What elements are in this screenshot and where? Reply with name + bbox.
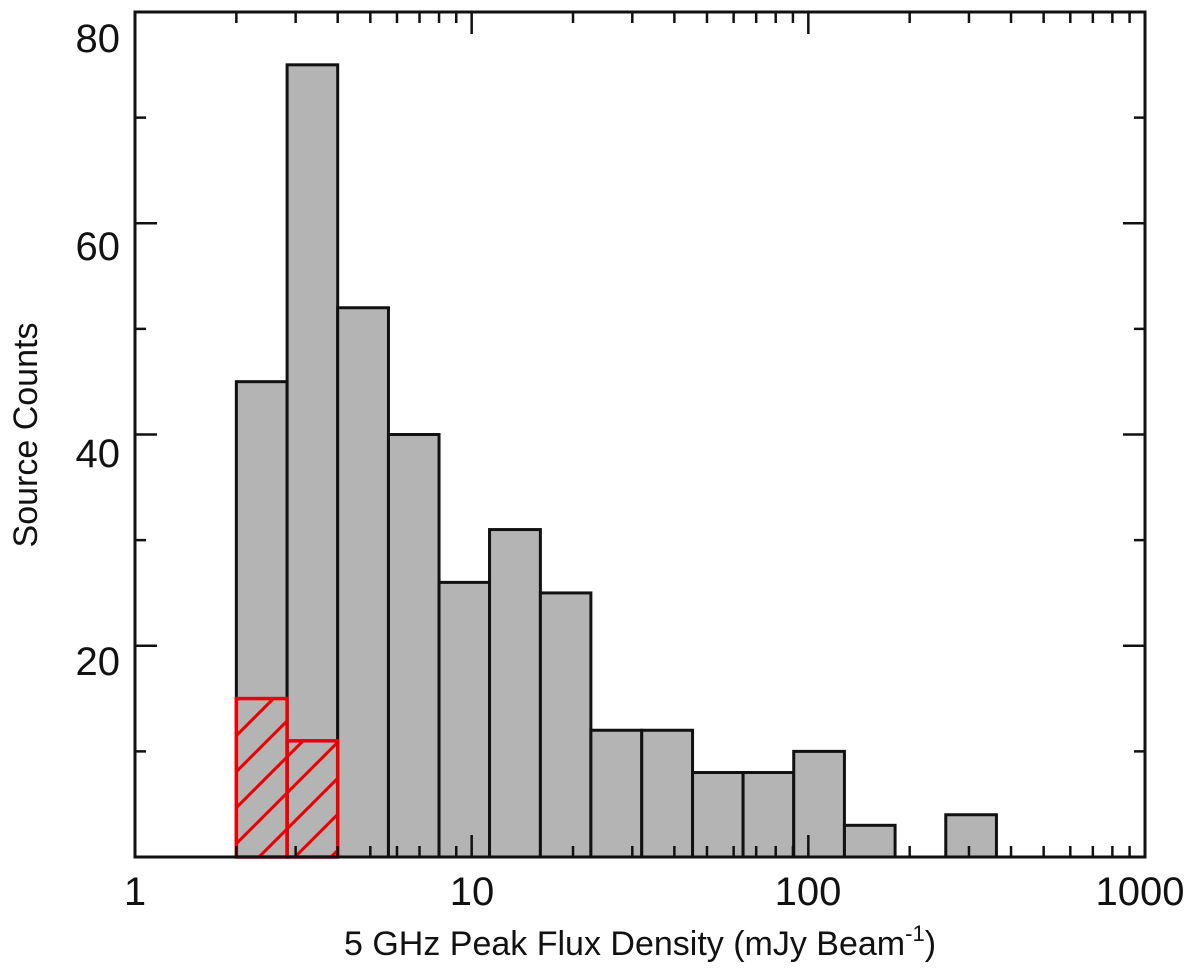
histogram-bar (944, 813, 998, 859)
histogram-bar (589, 728, 644, 859)
main-histogram-bars (234, 63, 998, 859)
x-axis-title-suffix: ) (925, 925, 936, 963)
histogram-bar (488, 528, 542, 859)
x-tick-label-1000: 1000 (1096, 870, 1185, 914)
x-tick-label-100: 100 (775, 870, 842, 914)
x-axis-title: 5 GHz Peak Flux Density (mJy Beam-1) (344, 921, 936, 963)
x-tick-label-1: 1 (124, 870, 146, 914)
x-axis-title-main: 5 GHz Peak Flux Density (mJy Beam (344, 925, 905, 963)
histogram-bar (741, 771, 796, 859)
histogram-bar (285, 63, 340, 859)
histogram-bar (792, 749, 846, 859)
hatched-histogram-bar (234, 696, 289, 859)
y-tick-label-20: 20 (76, 640, 121, 684)
x-axis-title-superscript: -1 (905, 921, 925, 946)
histogram-bar (336, 306, 390, 859)
histogram-bar (640, 728, 695, 859)
histogram-bar (691, 771, 745, 859)
y-tick-label-80: 80 (76, 17, 121, 61)
y-axis-title: Source Counts (7, 323, 45, 548)
histogram-bar (437, 580, 492, 859)
x-tick-label-10: 10 (450, 870, 495, 914)
histogram-bar (386, 433, 441, 859)
hatched-histogram-bar (285, 739, 340, 859)
y-tick-label-60: 60 (76, 225, 121, 269)
red-hatched-histogram-bars (234, 696, 340, 859)
histogram-bar (538, 591, 593, 859)
y-tick-label-40: 40 (76, 432, 121, 476)
plot-frame (133, 10, 1147, 859)
histogram-bar (842, 823, 897, 859)
